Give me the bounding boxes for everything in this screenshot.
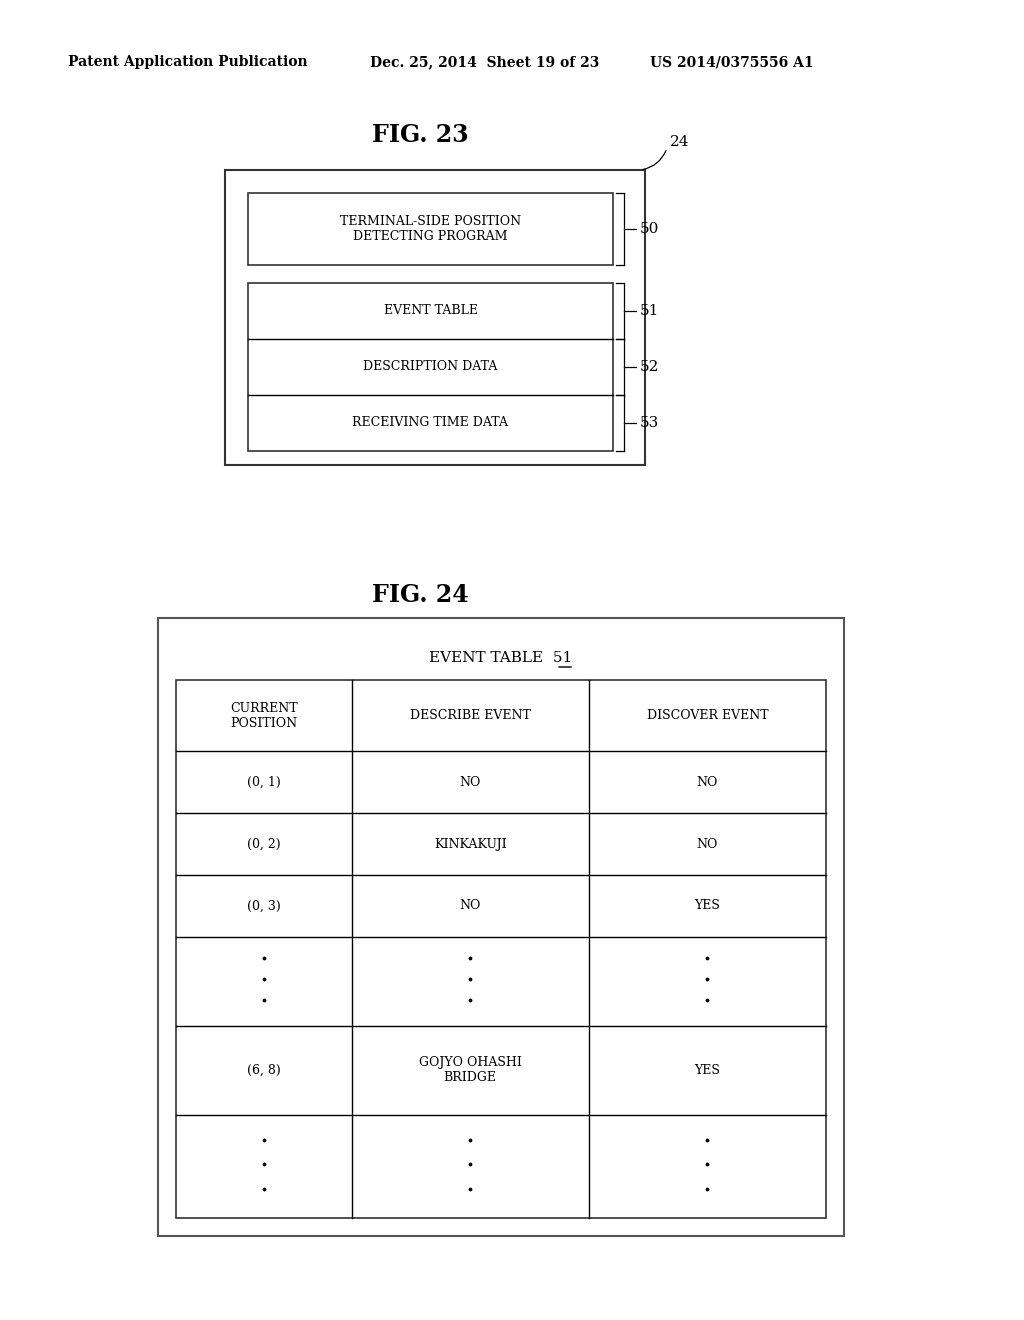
Text: 53: 53 — [640, 416, 659, 430]
Text: FIG. 24: FIG. 24 — [372, 583, 468, 607]
Text: 50: 50 — [640, 222, 659, 236]
Text: (0, 1): (0, 1) — [247, 776, 281, 789]
Bar — [248, 193, 613, 265]
Text: RECEIVING TIME DATA: RECEIVING TIME DATA — [352, 417, 509, 429]
Text: 52: 52 — [640, 360, 659, 374]
Text: NO: NO — [460, 776, 481, 789]
Text: DESCRIPTION DATA: DESCRIPTION DATA — [364, 360, 498, 374]
Text: DESCRIBE EVENT: DESCRIBE EVENT — [410, 709, 530, 722]
Text: US 2014/0375556 A1: US 2014/0375556 A1 — [650, 55, 814, 69]
Text: TERMINAL-SIDE POSITION
DETECTING PROGRAM: TERMINAL-SIDE POSITION DETECTING PROGRAM — [340, 215, 521, 243]
Text: YES: YES — [694, 899, 720, 912]
Text: EVENT TABLE: EVENT TABLE — [384, 305, 477, 318]
Text: 51: 51 — [640, 304, 659, 318]
Bar — [158, 618, 844, 1236]
Text: YES: YES — [694, 1064, 720, 1077]
Bar — [225, 170, 645, 465]
Text: Dec. 25, 2014  Sheet 19 of 23: Dec. 25, 2014 Sheet 19 of 23 — [370, 55, 599, 69]
Text: (0, 3): (0, 3) — [247, 899, 281, 912]
Text: Patent Application Publication: Patent Application Publication — [68, 55, 307, 69]
Text: KINKAKUJI: KINKAKUJI — [434, 837, 507, 850]
Text: (6, 8): (6, 8) — [247, 1064, 281, 1077]
Text: DISCOVER EVENT: DISCOVER EVENT — [646, 709, 768, 722]
Bar — [248, 282, 613, 451]
Text: FIG. 23: FIG. 23 — [372, 123, 468, 147]
Text: GOJYO OHASHI
BRIDGE: GOJYO OHASHI BRIDGE — [419, 1056, 521, 1085]
Text: 24: 24 — [670, 135, 689, 149]
Text: EVENT TABLE  51: EVENT TABLE 51 — [429, 651, 572, 665]
Text: NO: NO — [460, 899, 481, 912]
Text: NO: NO — [696, 837, 718, 850]
Text: NO: NO — [696, 776, 718, 789]
Bar — [176, 680, 826, 1218]
Text: (0, 2): (0, 2) — [247, 837, 281, 850]
Text: CURRENT
POSITION: CURRENT POSITION — [230, 702, 298, 730]
